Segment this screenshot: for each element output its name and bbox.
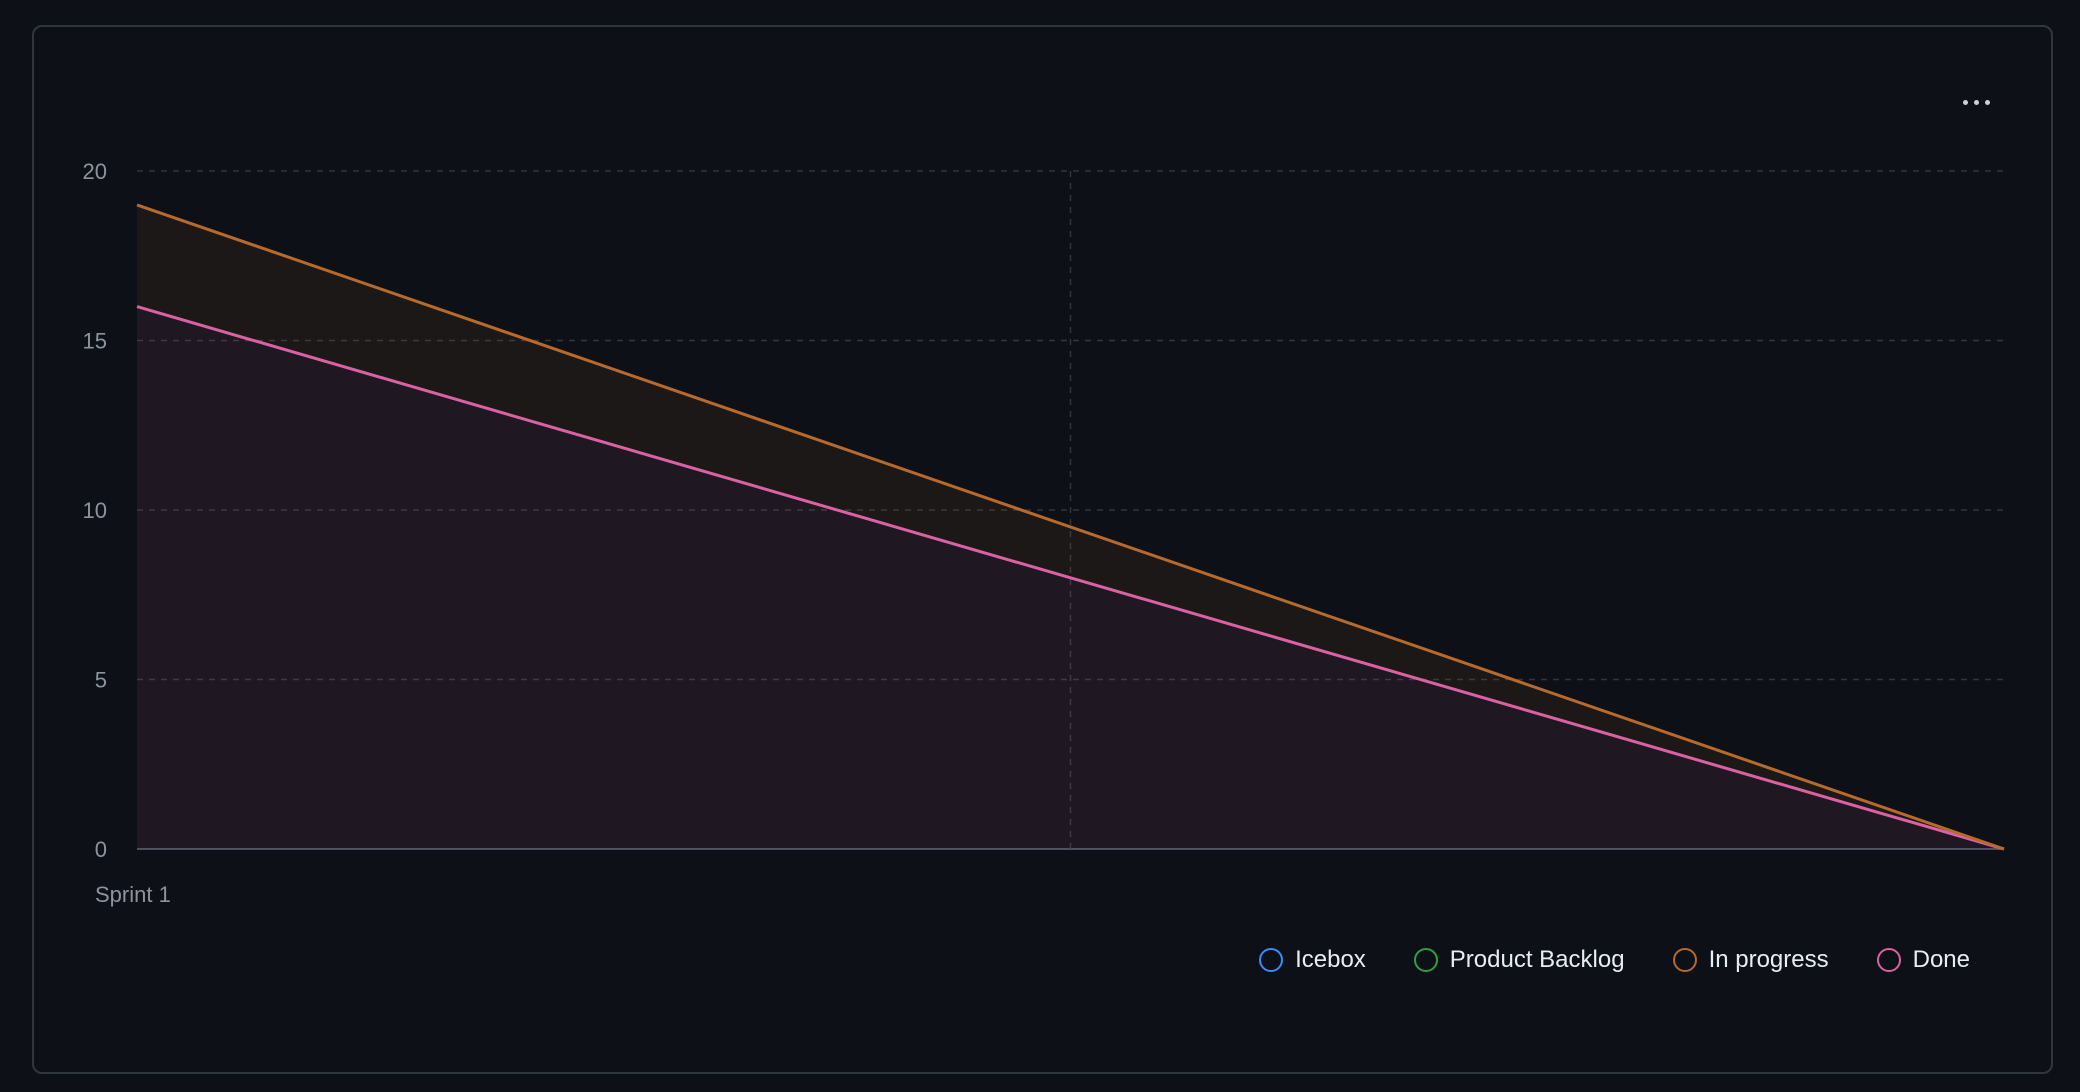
more-horizontal-icon [1960,99,1993,105]
legend-label: In progress [1708,946,1829,973]
y-tick-label: 20 [83,159,107,184]
legend-item-in-progress[interactable]: In progress [1672,946,1829,974]
y-tick-label: 0 [95,837,107,862]
legend-swatch-in-progress [1672,948,1697,972]
legend-swatch-done [1876,948,1901,972]
line-in-progress [136,203,2005,851]
legend-item-icebox[interactable]: Icebox [1259,946,1366,974]
legend-label: Icebox [1295,946,1366,973]
legend-item-done[interactable]: Done [1876,946,1970,974]
legend-label: Product Backlog [1449,946,1625,973]
chart-legend: Icebox Product Backlog In progress Done [1259,946,1970,974]
legend-item-product-backlog[interactable]: Product Backlog [1413,946,1625,974]
y-tick-label: 15 [83,329,107,354]
y-tick-label: 5 [95,668,107,693]
y-tick-label: 10 [83,498,107,523]
line-done [136,305,2005,851]
legend-swatch-icebox [1259,948,1284,972]
more-options-button[interactable] [1944,76,2008,128]
x-tick-label: Sprint 1 [95,882,171,907]
chart-card [32,25,2053,1074]
legend-label: Done [1912,946,1970,973]
legend-swatch-product-backlog [1413,948,1438,972]
